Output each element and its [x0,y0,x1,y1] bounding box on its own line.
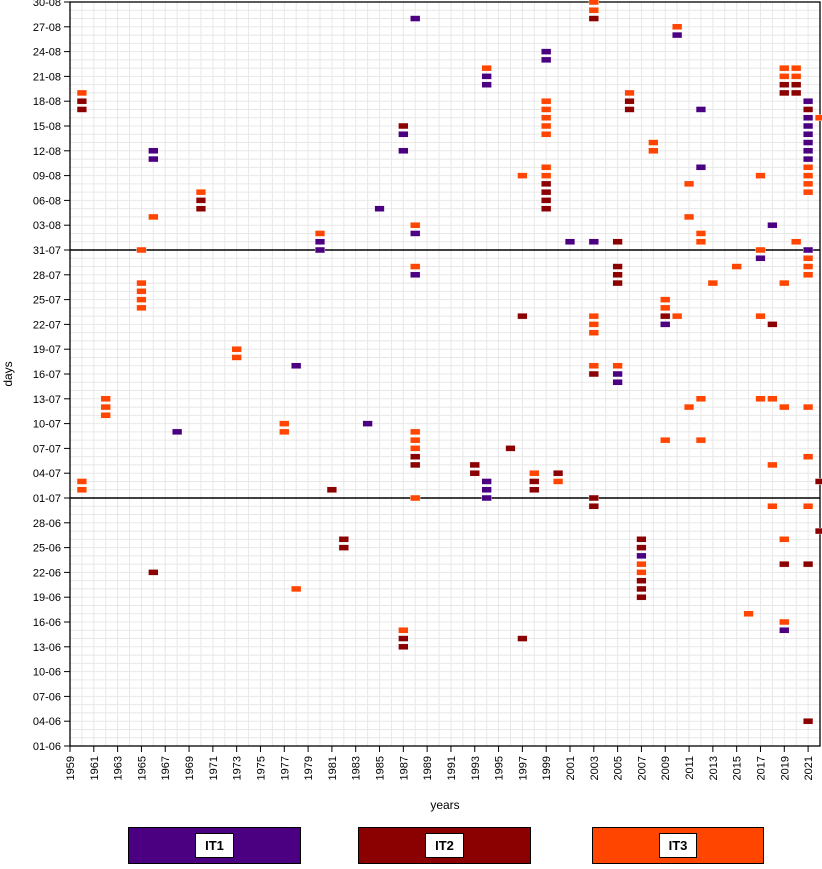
svg-text:28-07: 28-07 [33,270,61,282]
svg-text:09-08: 09-08 [33,171,61,183]
svg-text:07-06: 07-06 [33,691,61,703]
svg-text:2013: 2013 [708,756,720,780]
svg-text:years: years [430,798,459,812]
svg-text:2001: 2001 [565,756,577,780]
svg-text:1965: 1965 [136,756,148,780]
svg-text:01-06: 01-06 [33,741,61,753]
svg-text:10-07: 10-07 [33,419,61,431]
svg-text:27-08: 27-08 [33,22,61,34]
svg-text:22-07: 22-07 [33,319,61,331]
svg-text:1973: 1973 [232,756,244,780]
svg-text:31-07: 31-07 [33,245,61,257]
svg-text:1991: 1991 [446,756,458,780]
svg-text:28-06: 28-06 [33,518,61,530]
svg-text:2005: 2005 [613,756,625,780]
svg-text:1959: 1959 [65,756,77,780]
svg-text:13-06: 13-06 [33,642,61,654]
svg-text:30-08: 30-08 [33,0,61,9]
svg-text:1975: 1975 [255,756,267,780]
svg-text:1989: 1989 [422,756,434,780]
svg-text:1961: 1961 [89,756,101,780]
svg-text:19-06: 19-06 [33,592,61,604]
svg-text:1999: 1999 [541,756,553,780]
svg-text:25-07: 25-07 [33,295,61,307]
svg-text:25-06: 25-06 [33,543,61,555]
svg-text:1979: 1979 [303,756,315,780]
svg-text:1967: 1967 [160,756,172,780]
svg-text:1995: 1995 [494,756,506,780]
svg-text:10-06: 10-06 [33,667,61,679]
svg-text:2015: 2015 [732,756,744,780]
svg-text:1987: 1987 [398,756,410,780]
svg-text:2011: 2011 [684,756,696,780]
svg-text:16-06: 16-06 [33,617,61,629]
svg-text:1997: 1997 [517,756,529,780]
svg-text:18-08: 18-08 [33,96,61,108]
svg-text:22-06: 22-06 [33,567,61,579]
svg-text:07-07: 07-07 [33,443,61,455]
svg-text:15-08: 15-08 [33,121,61,133]
svg-text:04-06: 04-06 [33,716,61,728]
svg-text:1983: 1983 [351,756,363,780]
svg-text:1981: 1981 [327,756,339,780]
svg-text:19-07: 19-07 [33,344,61,356]
svg-text:04-07: 04-07 [33,468,61,480]
svg-text:16-07: 16-07 [33,369,61,381]
svg-text:2003: 2003 [589,756,601,780]
svg-text:1985: 1985 [375,756,387,780]
svg-text:13-07: 13-07 [33,394,61,406]
svg-text:2021: 2021 [803,756,815,780]
svg-text:2007: 2007 [636,756,648,780]
svg-text:12-08: 12-08 [33,146,61,158]
svg-text:1977: 1977 [279,756,291,780]
svg-text:06-08: 06-08 [33,195,61,207]
svg-text:21-08: 21-08 [33,71,61,83]
svg-text:2019: 2019 [779,756,791,780]
svg-text:24-08: 24-08 [33,47,61,59]
svg-text:03-08: 03-08 [33,220,61,232]
svg-text:1993: 1993 [470,756,482,780]
svg-text:1969: 1969 [184,756,196,780]
svg-text:2017: 2017 [755,756,767,780]
svg-text:01-07: 01-07 [33,493,61,505]
svg-text:days: days [1,361,15,386]
svg-text:1971: 1971 [208,756,220,780]
svg-text:2009: 2009 [660,756,672,780]
svg-text:1963: 1963 [113,756,125,780]
